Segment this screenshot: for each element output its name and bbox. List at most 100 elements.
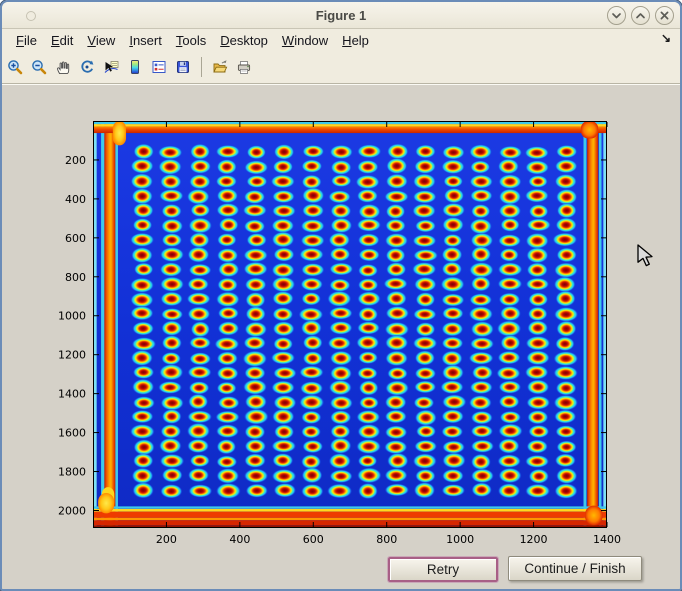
well bbox=[273, 483, 297, 498]
data-cursor-icon bbox=[103, 59, 119, 75]
well bbox=[356, 159, 379, 174]
menu-item-insert[interactable]: Insert bbox=[129, 32, 162, 48]
well bbox=[301, 174, 322, 190]
well bbox=[244, 365, 266, 381]
data-cursor-button[interactable] bbox=[102, 58, 120, 76]
well bbox=[216, 455, 238, 469]
well bbox=[298, 307, 324, 322]
well bbox=[526, 395, 551, 410]
menu-item-help[interactable]: Help bbox=[342, 32, 369, 48]
well bbox=[356, 218, 382, 232]
zoom-out-button[interactable] bbox=[30, 58, 48, 76]
open-file-button[interactable] bbox=[211, 58, 229, 76]
well bbox=[242, 203, 268, 217]
well bbox=[383, 277, 408, 291]
menu-item-view[interactable]: View bbox=[87, 32, 116, 48]
well bbox=[358, 351, 379, 365]
well bbox=[159, 453, 185, 469]
well bbox=[160, 218, 184, 234]
well bbox=[414, 276, 437, 292]
well bbox=[384, 233, 409, 249]
y-tick-label: 1200 bbox=[58, 349, 86, 362]
well bbox=[329, 320, 353, 335]
well bbox=[300, 277, 324, 292]
well bbox=[189, 158, 212, 174]
frame-band bbox=[598, 121, 602, 528]
well bbox=[159, 173, 182, 190]
menu-item-tools[interactable]: Tools bbox=[175, 32, 207, 48]
well bbox=[470, 439, 495, 453]
well bbox=[357, 424, 381, 440]
well bbox=[301, 263, 325, 277]
shade-button[interactable] bbox=[607, 6, 626, 25]
well bbox=[470, 468, 494, 484]
well bbox=[497, 483, 521, 499]
open-folder-icon bbox=[212, 59, 228, 75]
well bbox=[499, 247, 519, 262]
well bbox=[130, 292, 154, 308]
well bbox=[554, 453, 576, 468]
maximize-button[interactable] bbox=[631, 6, 650, 25]
well bbox=[272, 189, 295, 204]
window-menu-icon[interactable] bbox=[26, 11, 36, 21]
pan-button[interactable] bbox=[54, 58, 72, 76]
print-button[interactable] bbox=[235, 58, 253, 76]
rotate-3d-button[interactable] bbox=[78, 58, 96, 76]
well bbox=[132, 218, 153, 232]
well bbox=[129, 277, 155, 293]
well bbox=[329, 144, 354, 160]
retry-button[interactable]: Retry bbox=[387, 556, 499, 583]
well bbox=[216, 159, 237, 175]
well bbox=[270, 174, 296, 189]
pan-hand-icon bbox=[55, 59, 71, 75]
well bbox=[498, 203, 522, 219]
well bbox=[526, 247, 549, 264]
dock-figure-icon[interactable]: ↘ bbox=[660, 31, 671, 45]
well bbox=[552, 232, 578, 247]
well bbox=[187, 246, 210, 263]
menu-item-desktop[interactable]: Desktop bbox=[220, 32, 268, 48]
y-tick-label: 1800 bbox=[58, 466, 86, 479]
well bbox=[556, 247, 578, 263]
continue-finish-button[interactable]: Continue / Finish bbox=[508, 556, 642, 581]
well bbox=[273, 394, 297, 411]
well bbox=[356, 144, 382, 159]
colorbar-button[interactable] bbox=[126, 58, 144, 76]
well bbox=[271, 231, 295, 248]
close-button[interactable] bbox=[655, 6, 674, 25]
well bbox=[161, 467, 183, 483]
well bbox=[216, 202, 240, 218]
well bbox=[328, 379, 352, 396]
well bbox=[356, 409, 381, 425]
well bbox=[130, 173, 154, 190]
well bbox=[470, 160, 491, 174]
well bbox=[243, 468, 269, 484]
well bbox=[189, 454, 210, 468]
well bbox=[555, 144, 578, 159]
well bbox=[357, 321, 381, 335]
well bbox=[385, 218, 406, 233]
title-bar[interactable]: Figure 1 bbox=[2, 2, 680, 29]
well bbox=[130, 349, 153, 366]
menu-item-file[interactable]: File bbox=[16, 32, 37, 48]
well bbox=[186, 422, 211, 440]
well bbox=[525, 232, 549, 249]
save-button[interactable] bbox=[174, 58, 192, 76]
well bbox=[274, 424, 295, 440]
well bbox=[133, 262, 154, 277]
well bbox=[469, 293, 493, 307]
well bbox=[272, 159, 294, 174]
well bbox=[243, 335, 266, 350]
well bbox=[189, 143, 211, 160]
well bbox=[441, 394, 467, 410]
well bbox=[327, 336, 352, 351]
well bbox=[357, 278, 379, 292]
menu-item-edit[interactable]: Edit bbox=[50, 32, 74, 48]
well bbox=[412, 173, 437, 190]
zoom-in-button[interactable] bbox=[6, 58, 24, 76]
well bbox=[526, 262, 548, 278]
insert-legend-button[interactable] bbox=[150, 58, 168, 76]
well bbox=[243, 261, 268, 277]
well bbox=[385, 350, 409, 367]
menu-item-window[interactable]: Window bbox=[281, 32, 329, 48]
